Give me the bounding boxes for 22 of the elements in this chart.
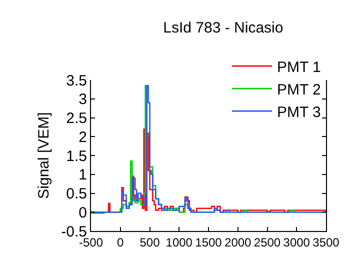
x-tick-label: 1000 [166,235,193,250]
legend-label: PMT 2 [277,81,321,98]
legend-label: PMT 1 [277,58,321,76]
x-tick-label: 1500 [195,235,222,250]
y-tick-label: 0.5 [66,186,87,202]
y-tick-label: 2.5 [66,110,87,127]
x-tick-label: 2000 [224,235,252,250]
y-tick-label: 1 [78,166,87,184]
legend-label: PMT 3 [277,104,321,121]
x-tick-label: 0 [117,235,124,250]
chart-title: LsId 783 - Nicasio [163,19,284,36]
y-tick-label: 0 [78,204,87,222]
y-tick-label: 3 [78,91,87,108]
y-tick-label: 2 [78,128,87,146]
x-tick-label: 2500 [254,235,281,250]
x-tick-label: 3500 [312,235,340,250]
y-axis-title: Signal [VEM] [35,112,52,199]
x-tick-label: 3000 [283,235,310,250]
x-tick-label: -500 [78,235,104,250]
y-tick-label: 1.5 [66,148,87,165]
x-tick-label: 500 [140,235,160,250]
y-tick-label: 3.5 [66,72,87,90]
